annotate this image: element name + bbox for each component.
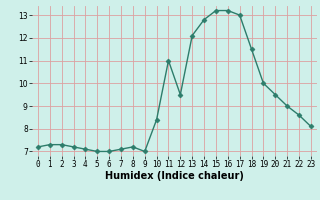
X-axis label: Humidex (Indice chaleur): Humidex (Indice chaleur) bbox=[105, 171, 244, 181]
